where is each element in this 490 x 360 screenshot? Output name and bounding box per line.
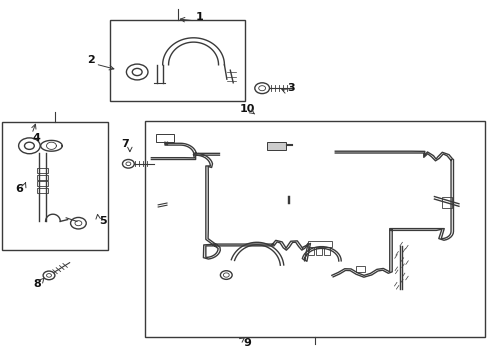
Text: 2: 2	[87, 55, 95, 66]
Bar	[324, 247, 330, 255]
Bar	[37, 168, 48, 173]
Bar	[308, 241, 332, 247]
Text: 3: 3	[288, 83, 295, 93]
Bar	[356, 266, 366, 272]
Bar	[442, 197, 452, 208]
Text: 9: 9	[244, 338, 251, 348]
Text: 5: 5	[99, 216, 107, 226]
Bar	[145, 121, 485, 337]
Bar	[308, 247, 315, 255]
Bar	[156, 134, 174, 142]
Bar	[2, 122, 108, 250]
Text: 8: 8	[33, 279, 41, 289]
Text: 6: 6	[16, 184, 24, 194]
Text: 7: 7	[121, 139, 129, 149]
Bar	[37, 181, 48, 186]
Text: 4: 4	[33, 132, 41, 143]
Bar	[37, 188, 48, 193]
Bar	[267, 142, 286, 150]
Text: 10: 10	[240, 104, 255, 114]
Bar	[37, 175, 48, 180]
Text: 1: 1	[196, 12, 204, 22]
Bar	[110, 20, 245, 101]
Bar	[316, 247, 322, 255]
